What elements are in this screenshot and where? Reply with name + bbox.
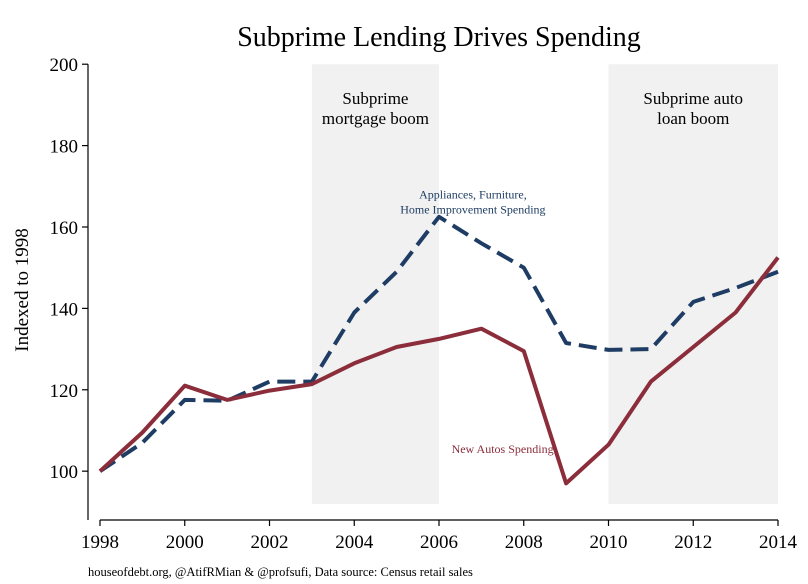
x-tick-label: 2008 <box>505 532 543 553</box>
shaded-region-label-1-0: Subprime auto <box>643 89 743 108</box>
shaded-region-label-0-1: mortgage boom <box>322 109 429 128</box>
series-label-1-0: New Autos Spending <box>452 442 554 456</box>
shaded-region-label-1-1: loan boom <box>657 109 729 128</box>
x-tick-label: 2004 <box>335 532 374 553</box>
y-tick-label: 200 <box>50 55 79 76</box>
x-tick-label: 1998 <box>81 532 119 553</box>
x-tick-label: 2012 <box>674 532 712 553</box>
series-label-0-0: Appliances, Furniture, <box>419 188 527 202</box>
series-lines <box>98 214 780 486</box>
y-tick-label: 180 <box>50 137 79 158</box>
y-tick-label: 160 <box>50 218 79 239</box>
y-axis-label: Indexed to 1998 <box>12 228 33 351</box>
x-tick-label: 2006 <box>420 532 458 553</box>
x-tick-label: 2000 <box>166 532 204 553</box>
shaded-region-0 <box>311 64 439 505</box>
annotations: Appliances, Furniture,Home Improvement S… <box>400 188 553 456</box>
ticks: 100 120 140 160 180 200 1998 2000 2002 2004 2006 20… <box>50 55 798 553</box>
shaded-region-1 <box>608 64 778 505</box>
x-tick-label: 2014 <box>759 532 798 553</box>
shaded-region-label-0-0: Subprime <box>342 89 408 108</box>
y-tick-label: 140 <box>50 299 79 320</box>
y-tick-label: 100 <box>50 462 79 483</box>
y-tick-label: 120 <box>50 381 79 402</box>
series-label-0-1: Home Improvement Spending <box>400 203 545 217</box>
x-tick-label: 2010 <box>590 532 628 553</box>
chart-title: Subprime Lending Drives Spending <box>237 22 641 53</box>
footer-source: houseofdebt.org, @AtifRMian & @profsufi,… <box>88 565 473 579</box>
x-tick-label: 2002 <box>251 532 289 553</box>
